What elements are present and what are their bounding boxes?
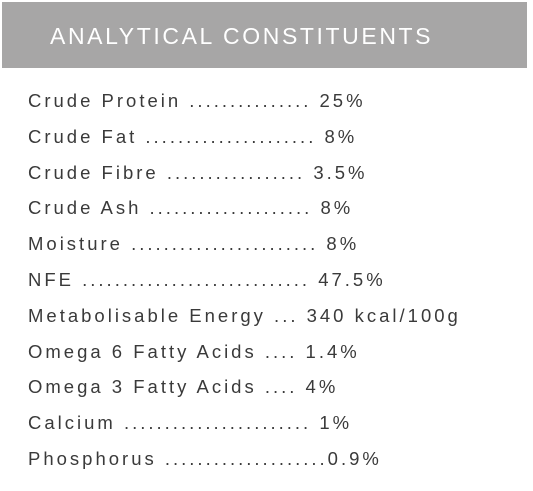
constituent-row: Omega 3 Fatty Acids .... 4% bbox=[28, 376, 339, 398]
constituent-row: Calcium ....................... 1% bbox=[28, 412, 353, 434]
constituent-row: Crude Ash .................... 8% bbox=[28, 197, 354, 219]
header-title: ANALYTICAL CONSTITUENTS bbox=[50, 23, 434, 49]
constituent-row: Crude Fibre ................. 3.5% bbox=[28, 161, 368, 183]
header-bar: ANALYTICAL CONSTITUENTS bbox=[2, 2, 527, 68]
constituents-list: Crude Protein ............... 25% Crude F… bbox=[28, 86, 461, 480]
constituent-row: Crude Fat ..................... 8% bbox=[28, 125, 358, 147]
constituent-row: NFE ............................ 47.5% bbox=[28, 268, 386, 290]
constituent-row: Metabolisable Energy ... 340 kcal/100g bbox=[28, 304, 461, 326]
constituent-row: Omega 6 Fatty Acids .... 1.4% bbox=[28, 340, 360, 362]
constituent-row: Crude Protein ............... 25% bbox=[28, 90, 366, 111]
constituent-row: Phosphorus ....................0.9% bbox=[28, 447, 382, 469]
constituent-row: Moisture ....................... 8% bbox=[28, 233, 360, 255]
